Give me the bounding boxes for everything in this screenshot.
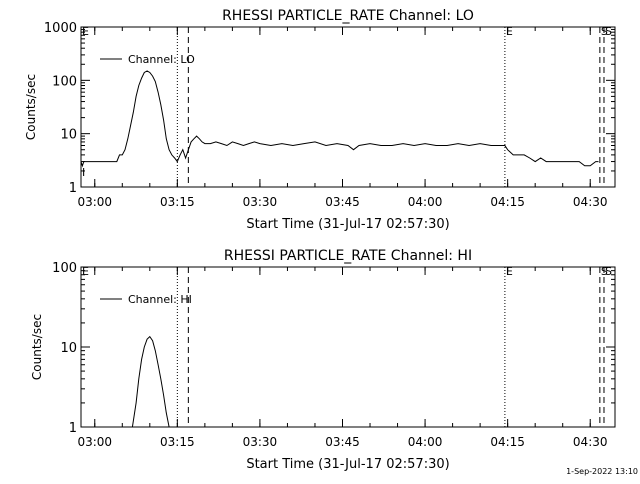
- x-tick-label: 03:15: [160, 195, 195, 209]
- chart-panel-lo: RHESSI PARTICLE_RATE Channel: LO Start Ti…: [24, 8, 616, 232]
- x-tick-label: 04:30: [573, 195, 608, 209]
- x-tick-label: 03:30: [243, 195, 278, 209]
- legend-label: Channel: LO: [128, 53, 195, 66]
- y-tick-label: 10: [60, 128, 77, 143]
- series-line: [80, 70, 599, 168]
- x-tick-label: 04:00: [408, 435, 443, 449]
- series-line: [131, 335, 170, 428]
- x-tick-label: 04:00: [408, 195, 443, 209]
- legend-label: Channel: HI: [128, 293, 192, 306]
- x-axis-label: Start Time (31-Jul-17 02:57:30): [246, 457, 449, 472]
- chart-title: RHESSI PARTICLE_RATE Channel: LO: [222, 8, 474, 24]
- y-tick-label: 100: [52, 261, 77, 276]
- chart-panel-hi: RHESSI PARTICLE_RATE Channel: HI Start Ti…: [30, 248, 616, 472]
- x-tick-label: 03:15: [160, 435, 195, 449]
- y-tick-label: 10: [60, 341, 77, 356]
- y-tick-label: 1000: [44, 21, 77, 36]
- y-tick-label: 1: [69, 421, 77, 436]
- x-tick-label: 03:45: [325, 195, 360, 209]
- x-tick-label: 03:00: [77, 435, 112, 449]
- event-marker-label: E: [506, 25, 513, 38]
- event-marker-label: E: [506, 265, 513, 278]
- y-tick-label: 1: [69, 181, 77, 196]
- y-tick-label: 100: [52, 74, 77, 89]
- start-edge-label-bottom: I: [82, 166, 85, 179]
- y-axis-label: Counts/sec: [24, 74, 38, 140]
- event-marker-label: S: [605, 265, 612, 278]
- x-tick-label: 03:30: [243, 435, 278, 449]
- y-axis-label: Counts/sec: [30, 314, 44, 380]
- x-tick-label: 03:45: [325, 435, 360, 449]
- x-tick-label: 03:00: [77, 195, 112, 209]
- start-edge-label-top: E: [82, 25, 89, 38]
- event-marker-label: S: [605, 25, 612, 38]
- plot-frame: [80, 266, 616, 428]
- x-axis-label: Start Time (31-Jul-17 02:57:30): [246, 217, 449, 232]
- chart-title: RHESSI PARTICLE_RATE Channel: HI: [224, 248, 472, 264]
- start-edge-label-top: E: [82, 265, 89, 278]
- x-tick-label: 04:15: [490, 435, 525, 449]
- x-tick-label: 04:15: [490, 195, 525, 209]
- footer-timestamp: 1-Sep-2022 13:10: [566, 467, 638, 476]
- x-tick-label: 04:30: [573, 435, 608, 449]
- plot-frame: [80, 26, 616, 188]
